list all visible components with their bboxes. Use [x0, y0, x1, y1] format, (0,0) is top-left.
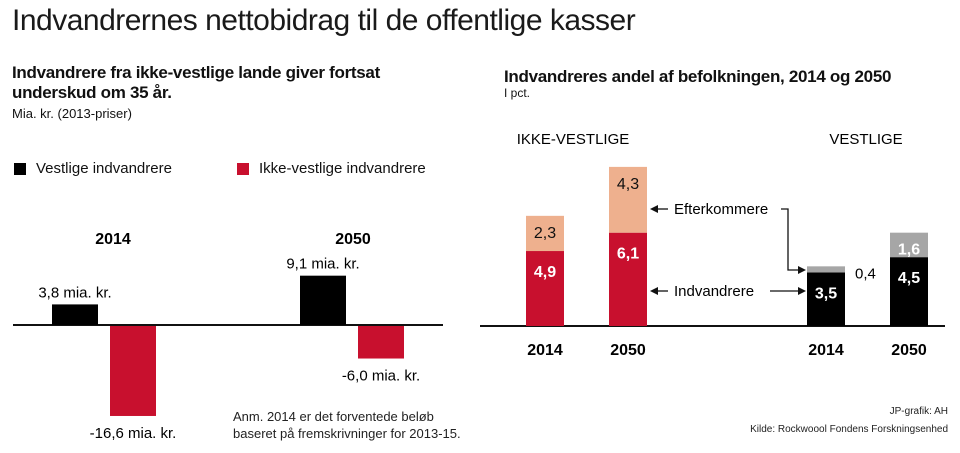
legend-item-vestlige: Vestlige indvandrere [14, 160, 172, 177]
arrow-efterkommere-left-head [650, 205, 658, 213]
group-label: VESTLIGE [829, 131, 902, 148]
left-chart-title-line1: Indvandrere fra ikke-vestlige lande give… [12, 63, 380, 82]
bar-indvandrere-ikke-vestlige-2014 [526, 251, 564, 326]
data-label-indvandrere: 4,9 [534, 264, 556, 281]
data-label: -6,0 mia. kr. [342, 368, 420, 385]
note-line1: Anm. 2014 er det forventede beløb [233, 409, 434, 424]
annotation-efterkommere: Efterkommere [674, 201, 768, 218]
legend-label-ikke-vestlige: Ikke-vestlige indvandrere [259, 160, 426, 177]
left-chart-note: Anm. 2014 er det forventede beløb basere… [233, 408, 461, 442]
left-chart-title-line2: underskud om 35 år. [12, 83, 172, 102]
data-label: -16,6 mia. kr. [90, 425, 177, 442]
bar-efterkommere-vestlige-2014 [807, 266, 845, 273]
arrow-efterkommere-right-line [781, 208, 800, 271]
arrow-indvandrere-left-head [650, 287, 658, 295]
data-label: 3,8 mia. kr. [38, 284, 111, 301]
bar-indvandrere-vestlige-2014 [807, 272, 845, 326]
legend-item-ikke-vestlige: Ikke-vestlige indvandrere [237, 160, 426, 177]
bar-efterkommere-ikke-vestlige-2050 [609, 166, 647, 233]
arrow-efterkommere-right-head [798, 266, 806, 274]
data-label-efterkommere: 1,6 [898, 242, 920, 259]
left-chart-title: Indvandrere fra ikke-vestlige lande give… [12, 63, 380, 103]
bar-efterkommere-ikke-vestlige-2014 [526, 215, 564, 252]
source: Kilde: Rockwoool Fondens Forskningsenhed [750, 424, 948, 435]
right-chart: IKKE-VESTLIGE 4,9 2,3 2014 6,1 4,3 2050 VESTLIG… [480, 131, 945, 359]
arrow-indvandrere-right-head [798, 287, 806, 295]
bar-efterkommere-vestlige-2050 [890, 232, 928, 258]
right-chart-unit: I pct. [504, 86, 531, 100]
data-label-efterkommere: 2,3 [534, 225, 556, 242]
group-label: IKKE-VESTLIGE [517, 131, 630, 148]
legend-label-vestlige: Vestlige indvandrere [36, 160, 172, 177]
category-label-2014: 2014 [95, 231, 131, 248]
category-label-2014: 2014 [808, 342, 844, 359]
left-chart-unit: Mia. kr. (2013-priser) [12, 106, 132, 121]
right-chart-title: Indvandreres andel af befolkningen, 2014… [504, 67, 892, 86]
data-label-efterkommere: 0,4 [855, 265, 876, 282]
bar-indvandrere-vestlige-2050 [890, 257, 928, 326]
bar-vestlige-2050 [300, 275, 346, 325]
data-label-efterkommere: 4,3 [617, 176, 639, 193]
category-label-2050: 2050 [335, 231, 371, 248]
bar-vestlige-2014 [52, 304, 98, 325]
main-title: Indvandrernes nettobidrag til de offentl… [12, 4, 636, 37]
category-label-2050: 2050 [891, 342, 927, 359]
legend-swatch-ikke-vestlige [237, 162, 249, 175]
bar-ikke-vestlige-2050 [358, 326, 404, 359]
data-label-indvandrere: 4,5 [898, 270, 920, 287]
data-label-indvandrere: 6,1 [617, 246, 639, 263]
data-label-indvandrere: 3,5 [815, 285, 837, 302]
bar-indvandrere-ikke-vestlige-2050 [609, 232, 647, 326]
legend-swatch-vestlige [14, 162, 26, 175]
annotation-indvandrere: Indvandrere [674, 283, 754, 300]
note-line2: baseret på fremskrivninger for 2013-15. [233, 426, 461, 441]
category-label-2014: 2014 [527, 342, 563, 359]
data-label: 9,1 mia. kr. [286, 256, 359, 273]
left-chart: 2014 2050 3,8 mia. kr. 9,1 mia. kr. -16,6 mi… [13, 231, 443, 442]
category-label-2050: 2050 [610, 342, 646, 359]
credit: JP-grafik: AH [889, 406, 948, 417]
bar-ikke-vestlige-2014 [110, 326, 156, 416]
